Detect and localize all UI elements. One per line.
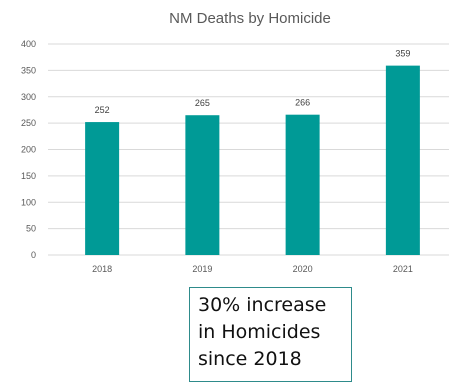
- bar-2018: [85, 122, 120, 255]
- bar-2021: [385, 65, 420, 255]
- data-label-2021: 359: [395, 49, 410, 59]
- chart-title: NM Deaths by Homicide: [169, 10, 331, 27]
- x-tick-label-2020: 2020: [293, 264, 313, 274]
- y-tick-label-50: 50: [26, 224, 36, 234]
- x-axis-ticks: 2018 2019 2020 2021: [92, 264, 413, 274]
- data-label-2020: 266: [295, 98, 310, 108]
- y-tick-label-250: 250: [21, 118, 36, 128]
- y-tick-label-0: 0: [31, 250, 36, 260]
- x-tick-label-2019: 2019: [192, 264, 212, 274]
- annotation-box: 30% increase in Homicides since 2018: [189, 287, 352, 382]
- gridlines: [48, 43, 449, 256]
- x-tick-label-2021: 2021: [393, 264, 413, 274]
- annotation-line-2: in Homicides: [198, 321, 321, 343]
- y-tick-label-350: 350: [21, 65, 36, 75]
- data-labels: 252 265 266 359: [95, 49, 411, 115]
- y-tick-label-300: 300: [21, 92, 36, 102]
- bars: [85, 65, 420, 256]
- y-axis-ticks: 0 50 100 150 200 250 300 350 400: [21, 39, 36, 260]
- annotation-line-3: since 2018: [198, 348, 302, 370]
- data-label-2019: 265: [195, 98, 210, 108]
- bar-2020: [285, 114, 320, 255]
- bar-2019: [185, 115, 220, 256]
- data-label-2018: 252: [95, 105, 110, 115]
- annotation-line-1: 30% increase: [198, 294, 327, 316]
- y-tick-label-400: 400: [21, 39, 36, 49]
- y-tick-label-100: 100: [21, 197, 36, 207]
- y-tick-label-200: 200: [21, 145, 36, 155]
- y-tick-label-150: 150: [21, 171, 36, 181]
- x-tick-label-2018: 2018: [92, 264, 112, 274]
